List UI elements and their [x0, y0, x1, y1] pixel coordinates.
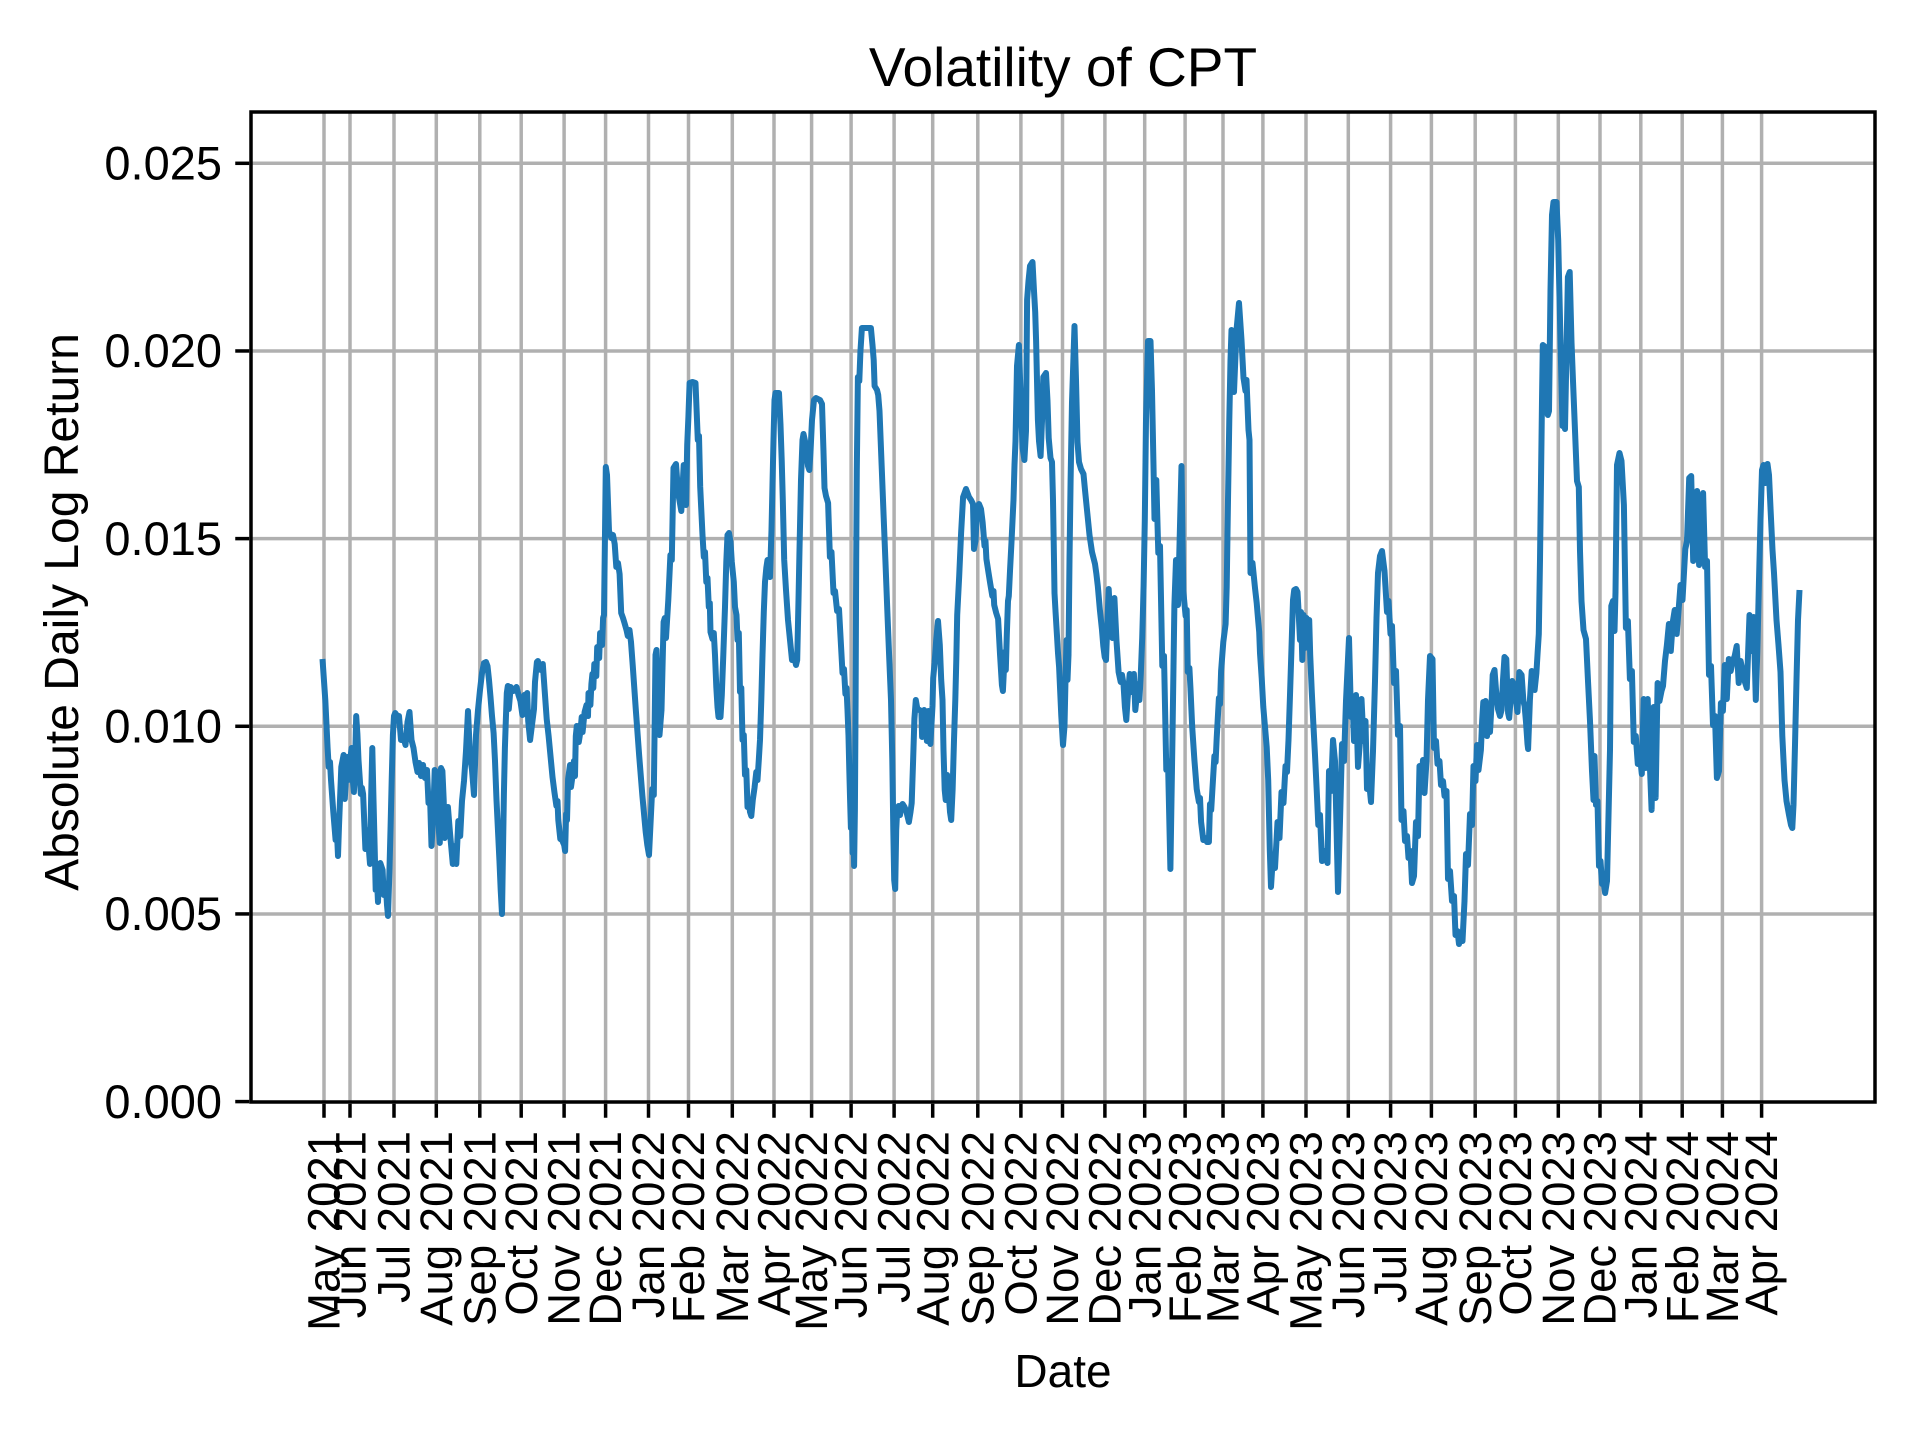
svg-text:Dec 2021: Dec 2021 [580, 1131, 631, 1326]
svg-text:Oct 2022: Oct 2022 [996, 1131, 1047, 1316]
svg-text:Jun 2021: Jun 2021 [325, 1131, 376, 1318]
svg-text:Nov 2021: Nov 2021 [539, 1131, 590, 1326]
svg-text:0.020: 0.020 [104, 324, 222, 377]
svg-text:Sep 2021: Sep 2021 [454, 1131, 505, 1326]
svg-text:Oct 2021: Oct 2021 [496, 1131, 547, 1316]
svg-text:Mar 2023: Mar 2023 [1198, 1131, 1249, 1323]
svg-text:Mar 2024: Mar 2024 [1697, 1131, 1748, 1323]
svg-text:Nov 2023: Nov 2023 [1533, 1131, 1584, 1326]
svg-text:Nov 2022: Nov 2022 [1037, 1131, 1088, 1326]
svg-text:Oct 2023: Oct 2023 [1490, 1131, 1541, 1316]
svg-text:Jan 2022: Jan 2022 [623, 1131, 674, 1318]
svg-text:0.015: 0.015 [104, 512, 222, 565]
svg-text:May 2023: May 2023 [1281, 1131, 1332, 1331]
svg-text:Mar 2022: Mar 2022 [707, 1131, 758, 1323]
svg-text:Absolute Daily Log Return: Absolute Daily Log Return [36, 333, 89, 891]
svg-text:Jan 2024: Jan 2024 [1615, 1131, 1666, 1318]
svg-text:Date: Date [1014, 1345, 1111, 1397]
svg-text:0.010: 0.010 [104, 699, 222, 752]
svg-text:Apr 2024: Apr 2024 [1736, 1131, 1787, 1316]
svg-text:Aug 2023: Aug 2023 [1406, 1131, 1457, 1326]
svg-text:Aug 2021: Aug 2021 [411, 1131, 462, 1326]
svg-text:Feb 2024: Feb 2024 [1657, 1131, 1708, 1323]
svg-text:Jul 2022: Jul 2022 [869, 1131, 920, 1303]
svg-text:Jun 2023: Jun 2023 [1323, 1131, 1374, 1318]
svg-text:Volatility of CPT: Volatility of CPT [869, 36, 1257, 98]
svg-text:Dec 2023: Dec 2023 [1575, 1131, 1626, 1326]
svg-text:Feb 2023: Feb 2023 [1160, 1131, 1211, 1323]
svg-text:Jul 2023: Jul 2023 [1365, 1131, 1416, 1303]
svg-text:0.000: 0.000 [104, 1075, 222, 1128]
svg-text:Sep 2023: Sep 2023 [1450, 1131, 1501, 1326]
svg-text:Feb 2022: Feb 2022 [663, 1131, 714, 1323]
svg-text:Apr 2022: Apr 2022 [749, 1131, 800, 1316]
svg-text:May 2021: May 2021 [299, 1131, 350, 1331]
svg-text:Jan 2023: Jan 2023 [1119, 1131, 1170, 1318]
svg-text:Dec 2022: Dec 2022 [1080, 1131, 1131, 1326]
svg-text:May 2022: May 2022 [786, 1131, 837, 1331]
svg-text:Jul 2021: Jul 2021 [369, 1131, 420, 1303]
svg-text:Sep 2022: Sep 2022 [952, 1131, 1003, 1326]
svg-text:Jun 2022: Jun 2022 [826, 1131, 877, 1318]
svg-text:Apr 2023: Apr 2023 [1238, 1131, 1289, 1316]
svg-text:0.025: 0.025 [104, 137, 222, 190]
svg-text:0.005: 0.005 [104, 887, 222, 940]
svg-text:Aug 2022: Aug 2022 [907, 1131, 958, 1326]
